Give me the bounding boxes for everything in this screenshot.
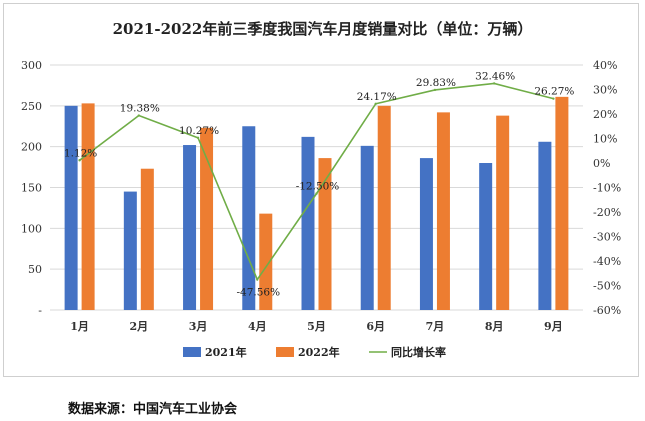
growth-rate-label: 26.27% — [534, 86, 574, 98]
x-tick-label: 2月 — [130, 320, 149, 333]
y-left-tick-label: - — [38, 304, 42, 317]
growth-rate-label: 32.46% — [475, 70, 515, 82]
growth-rate-label: -47.56% — [236, 287, 280, 299]
growth-rate-point — [315, 192, 318, 195]
growth-rate-point — [196, 136, 200, 140]
x-tick-label: 9月 — [544, 320, 563, 333]
growth-rate-label: 10.27% — [179, 125, 219, 137]
bar-2021年-3月 — [183, 145, 197, 310]
x-tick-label: 8月 — [485, 320, 504, 333]
y-right-tick-label: -30% — [593, 231, 621, 244]
y-left-tick-label: 100 — [21, 222, 42, 235]
y-left-tick-label: 50 — [28, 263, 42, 276]
bar-2022年-3月 — [200, 127, 214, 310]
bar-2022年-5月 — [318, 158, 332, 310]
source-note: 数据来源：中国汽车工业协会 — [68, 402, 238, 417]
y-right-tick-label: 40% — [593, 59, 617, 72]
growth-rate-label: 29.83% — [416, 77, 456, 89]
bar-2021年-1月 — [64, 105, 78, 310]
bar-2021年-7月 — [419, 158, 433, 310]
growth-rate-point — [374, 102, 377, 105]
x-tick-label: 4月 — [248, 320, 267, 333]
growth-rate-label: 19.38% — [120, 103, 160, 115]
growth-rate-point — [492, 82, 496, 85]
y-right-tick-label: 30% — [593, 84, 617, 97]
y-right-tick-label: 20% — [593, 108, 617, 121]
y-right-tick-label: -50% — [593, 280, 621, 293]
growth-rate-label: 24.17% — [357, 91, 397, 103]
bar-2022年-1月 — [81, 103, 95, 310]
y-left-tick-label: 250 — [21, 100, 42, 113]
bar-2022年-9月 — [555, 96, 569, 310]
growth-rate-label: 1.12% — [64, 147, 97, 159]
y-left-tick-label: 200 — [21, 141, 42, 154]
legend-label: 2021年 — [205, 345, 247, 359]
y-right-tick-label: -60% — [593, 304, 621, 317]
x-tick-label: 6月 — [366, 320, 385, 333]
bar-2022年-2月 — [140, 168, 154, 310]
growth-rate-label: -12.50% — [296, 181, 340, 193]
y-right-tick-label: -10% — [593, 182, 621, 195]
bar-2021年-9月 — [538, 141, 552, 310]
growth-rate-point — [552, 97, 555, 100]
growth-rate-point — [78, 159, 81, 162]
y-left-tick-label: 300 — [21, 59, 42, 72]
legend-swatch-2021年 — [183, 347, 201, 357]
growth-rate-point — [256, 278, 259, 281]
growth-rate-point — [433, 88, 437, 92]
y-right-tick-label: 0% — [593, 157, 610, 170]
bar-2022年-6月 — [377, 105, 391, 310]
x-tick-label: 7月 — [426, 320, 445, 333]
bar-2021年-8月 — [479, 163, 493, 310]
bar-2021年-6月 — [360, 145, 374, 310]
growth-rate-point — [137, 114, 141, 117]
bar-2022年-4月 — [259, 213, 273, 310]
bar-2021年-5月 — [301, 136, 315, 310]
bar-2022年-7月 — [436, 112, 450, 310]
bar-2021年-2月 — [123, 191, 137, 310]
y-right-tick-label: -40% — [593, 255, 621, 268]
bar-2021年-4月 — [242, 126, 256, 310]
bar-2022年-8月 — [496, 115, 510, 310]
y-right-tick-label: -20% — [593, 206, 621, 219]
x-tick-label: 3月 — [189, 320, 208, 333]
chart-title: 2021-2022年前三季度我国汽车月度销量对比（单位：万辆） — [112, 20, 533, 38]
legend-swatch-2022年 — [276, 347, 294, 357]
legend-label: 2022年 — [298, 345, 340, 359]
x-tick-label: 5月 — [307, 320, 326, 333]
y-left-tick-label: 150 — [21, 182, 42, 195]
x-tick-label: 1月 — [70, 320, 89, 333]
legend-label: 同比增长率 — [391, 345, 446, 359]
y-right-tick-label: 10% — [593, 133, 617, 146]
